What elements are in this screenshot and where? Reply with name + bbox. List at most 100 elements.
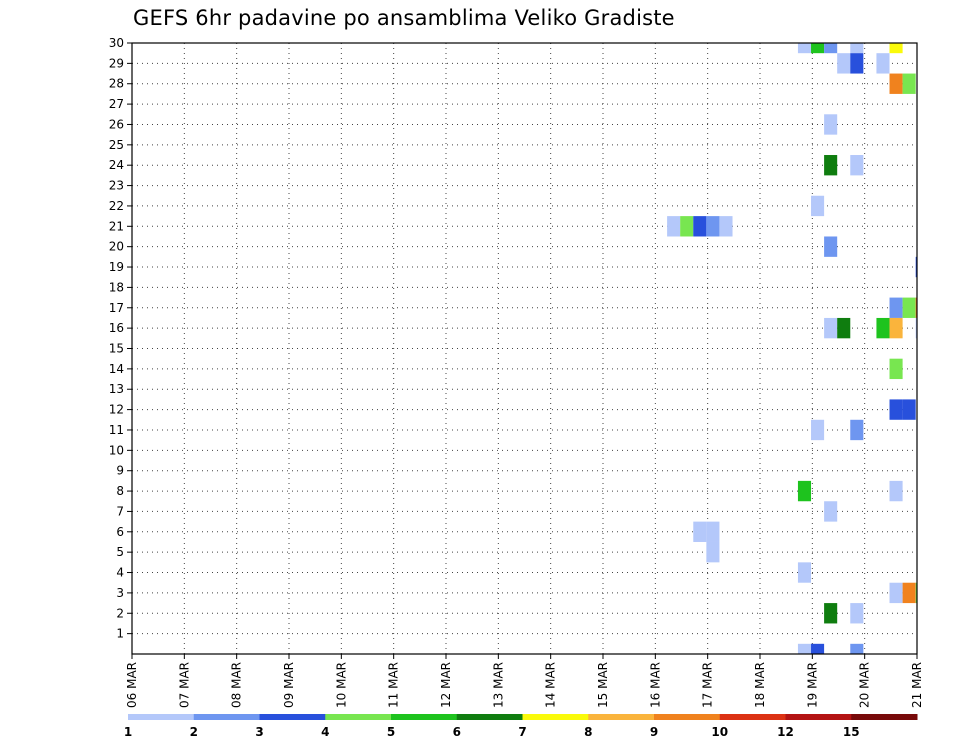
y-tick-label: 7	[116, 504, 124, 518]
heatmap-cell	[850, 603, 864, 624]
heatmap-cell	[889, 297, 903, 318]
x-tick-label: 19 MAR	[805, 662, 819, 708]
heatmap-cell	[889, 73, 903, 94]
heatmap-cell	[850, 419, 864, 441]
legend-label: 1	[124, 725, 132, 739]
legend-label: 4	[321, 725, 329, 739]
heatmap-cell	[876, 53, 890, 74]
y-tick-label: 20	[109, 240, 124, 254]
legend-label: 7	[518, 725, 526, 739]
legend-swatch	[654, 714, 721, 720]
y-tick-label: 3	[116, 586, 124, 600]
legend-swatch	[719, 714, 786, 720]
heatmap-cell	[889, 43, 903, 54]
heatmap-cell	[889, 399, 903, 420]
legend-label: 5	[387, 725, 395, 739]
y-tick-label: 21	[109, 219, 124, 233]
x-tick-label: 15 MAR	[596, 662, 610, 708]
axes-layer: 1234567891011121314151617181920212223242…	[109, 36, 924, 708]
legend-label: 15	[843, 725, 860, 739]
heatmap-cell	[824, 603, 838, 624]
y-tick-label: 14	[109, 362, 124, 376]
heatmap-cell	[824, 114, 838, 135]
heatmap-cell	[824, 501, 838, 522]
legend-swatch	[522, 714, 589, 720]
heatmap-cell	[811, 643, 825, 654]
y-tick-label: 12	[109, 403, 124, 417]
x-tick-label: 09 MAR	[282, 662, 296, 708]
y-tick-label: 27	[109, 97, 124, 111]
heatmap-cell	[719, 216, 733, 237]
x-tick-label: 08 MAR	[230, 662, 244, 708]
legend-swatch	[128, 714, 195, 720]
legend-label: 9	[650, 725, 658, 739]
heatmap-cell	[915, 256, 917, 278]
heatmap-cell	[824, 317, 838, 339]
heatmap-cell	[693, 521, 707, 542]
legend-swatch	[325, 714, 392, 720]
heatmap-cell	[902, 399, 916, 420]
y-tick-label: 13	[109, 382, 124, 396]
heatmap-cell	[797, 562, 812, 583]
heatmap-cell	[915, 317, 917, 339]
y-tick-label: 6	[116, 525, 124, 539]
heatmap-cell	[811, 195, 825, 217]
y-tick-label: 30	[109, 36, 124, 50]
x-tick-label: 12 MAR	[439, 662, 453, 708]
heatmap-cell	[797, 480, 812, 502]
legend-swatch	[785, 714, 852, 720]
legend-label: 10	[711, 725, 728, 739]
heatmap-cell	[706, 216, 720, 237]
heatmap-cell	[693, 216, 707, 237]
cells-layer	[667, 43, 917, 654]
y-tick-label: 25	[109, 138, 124, 152]
y-tick-label: 26	[109, 117, 124, 131]
heatmap-cell	[902, 582, 916, 604]
heatmap-cell	[837, 53, 851, 74]
heatmap-cell	[915, 297, 917, 318]
heatmap-cell	[889, 582, 903, 604]
y-tick-label: 4	[116, 566, 124, 580]
x-tick-label: 14 MAR	[544, 662, 558, 708]
x-tick-label: 06 MAR	[125, 662, 139, 708]
heatmap-cell	[876, 317, 890, 339]
x-tick-label: 20 MAR	[858, 662, 872, 708]
heatmap-cell	[850, 643, 864, 654]
legend-layer: 1 2 3 4 5 6 7 8 9 10 12 15	[124, 714, 918, 739]
y-tick-label: 24	[109, 158, 124, 172]
x-tick-label: 10 MAR	[334, 662, 348, 708]
y-tick-label: 15	[109, 342, 124, 356]
heatmap-cell	[811, 43, 825, 54]
y-tick-label: 18	[109, 280, 124, 294]
y-tick-label: 8	[116, 484, 124, 498]
legend-label: 3	[255, 725, 263, 739]
x-tick-label: 11 MAR	[387, 662, 401, 708]
grid-layer	[132, 43, 917, 654]
legend-swatch	[588, 714, 655, 720]
heatmap-cell	[902, 297, 916, 318]
y-tick-label: 9	[116, 464, 124, 478]
x-tick-label: 17 MAR	[701, 662, 715, 708]
heatmap-cell	[824, 155, 838, 176]
y-tick-label: 17	[109, 301, 124, 315]
heatmap-cell	[889, 480, 903, 502]
heatmap-cell	[797, 643, 812, 654]
heatmap-cell	[706, 521, 720, 542]
legend-label: 8	[584, 725, 592, 739]
heatmap-cell	[850, 53, 864, 74]
x-tick-label: 07 MAR	[177, 662, 191, 708]
y-tick-label: 22	[109, 199, 124, 213]
heatmap-cell	[915, 582, 917, 604]
heatmap-cell	[837, 317, 851, 339]
heatmap-cell	[824, 236, 838, 257]
y-tick-label: 16	[109, 321, 124, 335]
y-tick-label: 23	[109, 179, 124, 193]
legend-swatch	[259, 714, 326, 720]
y-tick-label: 5	[116, 545, 124, 559]
legend-label: 12	[777, 725, 794, 739]
legend-swatch	[456, 714, 523, 720]
heatmap-cell	[667, 216, 681, 237]
legend-label: 6	[453, 725, 461, 739]
heatmap-cell	[850, 155, 864, 176]
